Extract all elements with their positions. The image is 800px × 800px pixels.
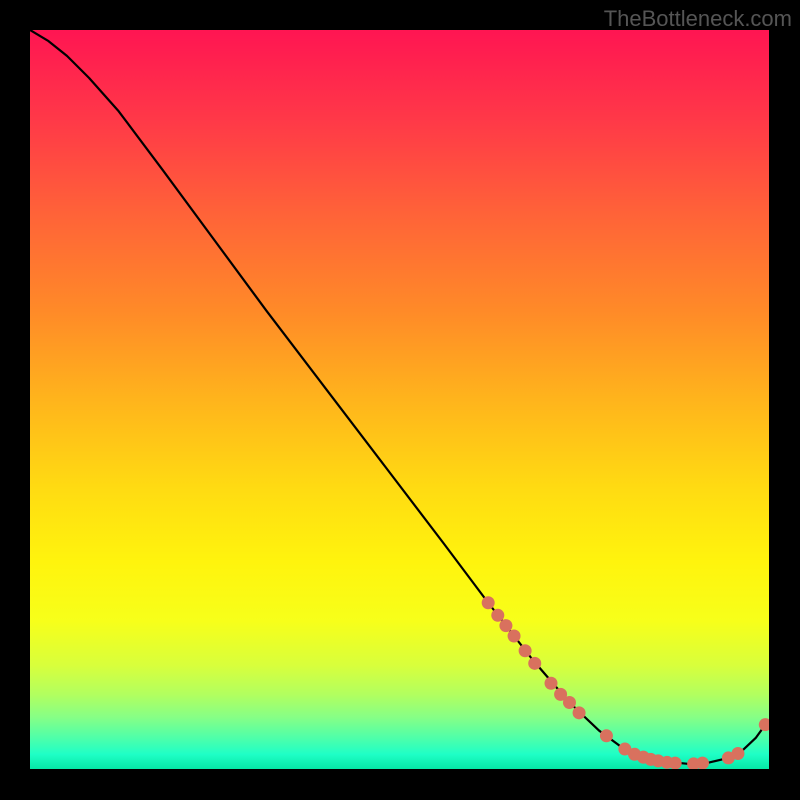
marker-dot [482, 596, 495, 609]
marker-dot [573, 706, 586, 719]
curve-line [30, 30, 765, 764]
marker-dot [491, 609, 504, 622]
marker-dot [563, 696, 576, 709]
chart-overlay [30, 30, 769, 769]
marker-dot [499, 619, 512, 632]
marker-dot [669, 757, 682, 769]
marker-dot [731, 747, 744, 760]
marker-dot [759, 718, 769, 731]
marker-dot [528, 657, 541, 670]
marker-dot [696, 757, 709, 769]
marker-dot [519, 644, 532, 657]
plot-area [30, 30, 769, 769]
watermark-text: TheBottleneck.com [604, 6, 792, 32]
marker-dot [508, 629, 521, 642]
marker-dot [545, 677, 558, 690]
markers-group [482, 596, 769, 769]
marker-dot [600, 729, 613, 742]
